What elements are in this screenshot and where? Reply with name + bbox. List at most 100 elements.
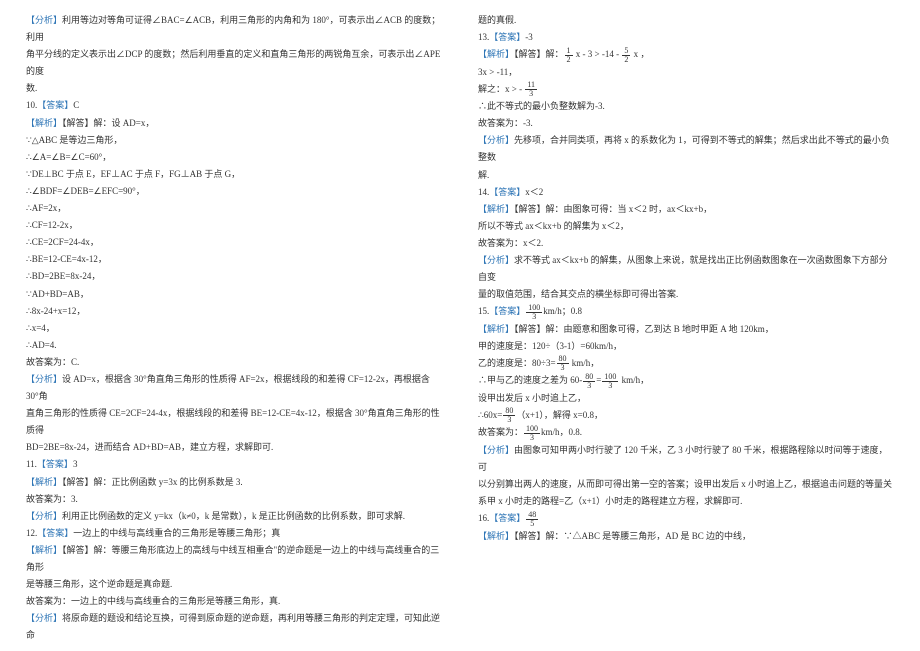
txt: ∴60x=	[478, 410, 502, 420]
qnum: 14.	[478, 187, 489, 197]
text-line: 量的取值范围，结合其交点的横坐标即可得出答案.	[478, 286, 894, 303]
text-line: 【分析】利用正比例函数的定义 y=kx（k≠0，k 是常数），k 是正比例函数的…	[26, 508, 442, 525]
analysis-mark: 【分析】	[26, 613, 62, 623]
fraction: 485	[526, 511, 538, 528]
solve-mark: 【解答】	[62, 545, 94, 555]
text-line: ∴8x-24+x=12，	[26, 303, 442, 320]
q10: 10.【答案】C	[26, 97, 442, 114]
txt: 解：	[546, 49, 564, 59]
text-line: 【分析】设 AD=x，根据含 30°角直角三角形的性质得 AF=2x，根据线段的…	[26, 371, 442, 405]
txt: ∴甲与乙的速度之差为 60-	[478, 375, 582, 385]
fraction: 1003	[524, 425, 540, 442]
txt: 解之：x > -	[478, 84, 524, 94]
fraction: 1003	[526, 304, 542, 321]
text-line: 【分析】利用等边对等角可证得∠BAC=∠ACB，利用三角形的内角和为 180°，…	[26, 12, 442, 46]
text-line: 甲的速度是：120÷（3-1）=60km/h，	[478, 338, 894, 355]
txt: 设 AD=x，根据含 30°角直角三角形的性质得 AF=2x，根据线段的和差得 …	[26, 374, 430, 401]
answer-mark: 【答案】	[37, 100, 73, 110]
text-line: ∵DE⊥BC 于点 E，EF⊥AC 于点 F，FG⊥AB 于点 G，	[26, 166, 442, 183]
text-line: ∴x=4，	[26, 320, 442, 337]
text-line: 数.	[26, 80, 442, 97]
text-line: 题的真假.	[478, 12, 894, 29]
solve-mark: 【解答】	[514, 204, 546, 214]
text-line: ∴∠BDF=∠DEB=∠EFC=90°，	[26, 183, 442, 200]
right-column: 题的真假. 13.【答案】-3 【解析】【解答】解：12 x - 3 > -14…	[460, 12, 912, 639]
explain-mark: 【解析】	[478, 531, 514, 541]
text-line: ∴AD=4.	[26, 337, 442, 354]
ans: x＜2	[525, 187, 543, 197]
answer-mark: 【答案】	[37, 528, 73, 538]
txt: =	[596, 375, 601, 385]
analysis-mark: 【分析】	[26, 511, 62, 521]
ans: 一边上的中线与高线重合的三角形是等腰三角形；真	[73, 528, 280, 538]
explain-mark: 【解析】	[26, 477, 62, 487]
text-line: 【解析】【解答】解：由题意和图象可得，乙到达 B 地时甲距 A 地 120km，	[478, 321, 894, 338]
fraction: 803	[557, 355, 569, 372]
explain-mark: 【解析】	[478, 324, 514, 334]
text-line: ∴60x=803（x+1），解得 x=0.8，	[478, 407, 894, 424]
qnum: 13.	[478, 32, 489, 42]
answer-mark: 【答案】	[489, 306, 525, 316]
solve-mark: 【解答】	[514, 49, 546, 59]
txt: 先移项，合并同类项，再将 x 的系数化为 1，可得到不等式的解集；然后求出此不等…	[478, 135, 890, 162]
text-line: 故答案为：-3.	[478, 115, 894, 132]
txt: 乙的速度是：80÷3=	[478, 358, 556, 368]
txt: 求不等式 ax＜kx+b 的解集，从图象上来说，就是找出正比例函数图象在一次函数…	[478, 255, 888, 282]
text-line: 乙的速度是：80÷3=803 km/h，	[478, 355, 894, 372]
ans: 3	[73, 459, 78, 469]
q16: 16.【答案】485	[478, 510, 894, 527]
explain-mark: 【解析】	[26, 545, 62, 555]
text-line: 【解析】【解答】解：由图象可得：当 x＜2 时，ax＜kx+b，	[478, 201, 894, 218]
answer-mark: 【答案】	[489, 32, 525, 42]
analysis-mark: 【分析】	[478, 445, 514, 455]
text-line: 解.	[478, 167, 894, 184]
answer-mark: 【答案】	[489, 513, 525, 523]
q14: 14.【答案】x＜2	[478, 184, 894, 201]
answer-mark: 【答案】	[489, 187, 525, 197]
fraction: 803	[583, 373, 595, 390]
text-line: 【分析】求不等式 ax＜kx+b 的解集，从图象上来说，就是找出正比例函数图象在…	[478, 252, 894, 286]
analysis-mark: 【分析】	[26, 374, 62, 384]
fraction: 803	[503, 407, 515, 424]
text-line: ∴AF=2x，	[26, 200, 442, 217]
text-line: 【解析】【解答】解：∵△ABC 是等腰三角形，AD 是 BC 边的中线，	[478, 528, 894, 545]
text-line: ∴CF=12-2x，	[26, 217, 442, 234]
qnum: 15.	[478, 306, 489, 316]
txt: 故答案为：	[478, 427, 523, 437]
txt: 解：∵△ABC 是等腰三角形，AD 是 BC 边的中线，	[546, 531, 752, 541]
analysis-mark: 【分析】	[478, 255, 514, 265]
q11: 11.【答案】3	[26, 456, 442, 473]
fraction: 1003	[602, 373, 618, 390]
text-line: 故答案为：一边上的中线与高线重合的三角形是等腰三角形，真.	[26, 593, 442, 610]
txt: km/h，	[619, 375, 649, 385]
solve-mark: 【解答】	[514, 531, 546, 541]
txt: 解：正比例函数 y=3x 的比例系数是 3.	[94, 477, 243, 487]
solve-mark: 【解答】	[62, 118, 94, 128]
solve-mark: 【解答】	[62, 477, 94, 487]
txt: x - 3 > -14 -	[574, 49, 622, 59]
text-line: 设甲出发后 x 小时追上乙，	[478, 390, 894, 407]
text-line: ∴甲与乙的速度之差为 60-803=1003 km/h，	[478, 372, 894, 389]
text-line: 故答案为：1003km/h，0.8.	[478, 424, 894, 441]
explain-mark: 【解析】	[26, 118, 62, 128]
q13: 13.【答案】-3	[478, 29, 894, 46]
txt: 解：由图象可得：当 x＜2 时，ax＜kx+b，	[546, 204, 713, 214]
text-line: BD=2BE=8x-24，进而结合 AD+BD=AB，建立方程，求解即可.	[26, 439, 442, 456]
qnum: 11.	[26, 459, 37, 469]
text-line: ∵AD+BD=AB，	[26, 286, 442, 303]
text-line: 故答案为：C.	[26, 354, 442, 371]
text-line: 【分析】先移项，合并同类项，再将 x 的系数化为 1，可得到不等式的解集；然后求…	[478, 132, 894, 166]
ans: -3	[525, 32, 533, 42]
txt: x ，	[631, 49, 649, 59]
qnum: 10.	[26, 100, 37, 110]
text-line: ∴∠A=∠B=∠C=60°，	[26, 149, 442, 166]
text-line: ∴BE=12-CE=4x-12，	[26, 251, 442, 268]
text-line: 角平分线的定义表示出∠DCP 的度数；然后利用垂直的定义和直角三角形的两锐角互余…	[26, 46, 442, 80]
txt: 利用正比例函数的定义 y=kx（k≠0，k 是常数），k 是正比例函数的比例系数…	[62, 511, 405, 521]
text-line: ∵△ABC 是等边三角形，	[26, 132, 442, 149]
text-line: 所以不等式 ax＜kx+b 的解集为 x＜2，	[478, 218, 894, 235]
answer-mark: 【答案】	[37, 459, 73, 469]
text-line: 【解析】【解答】解：设 AD=x，	[26, 115, 442, 132]
text-line: 解之：x > - 113	[478, 81, 894, 98]
text-line: 是等腰三角形，这个逆命题是真命题.	[26, 576, 442, 593]
